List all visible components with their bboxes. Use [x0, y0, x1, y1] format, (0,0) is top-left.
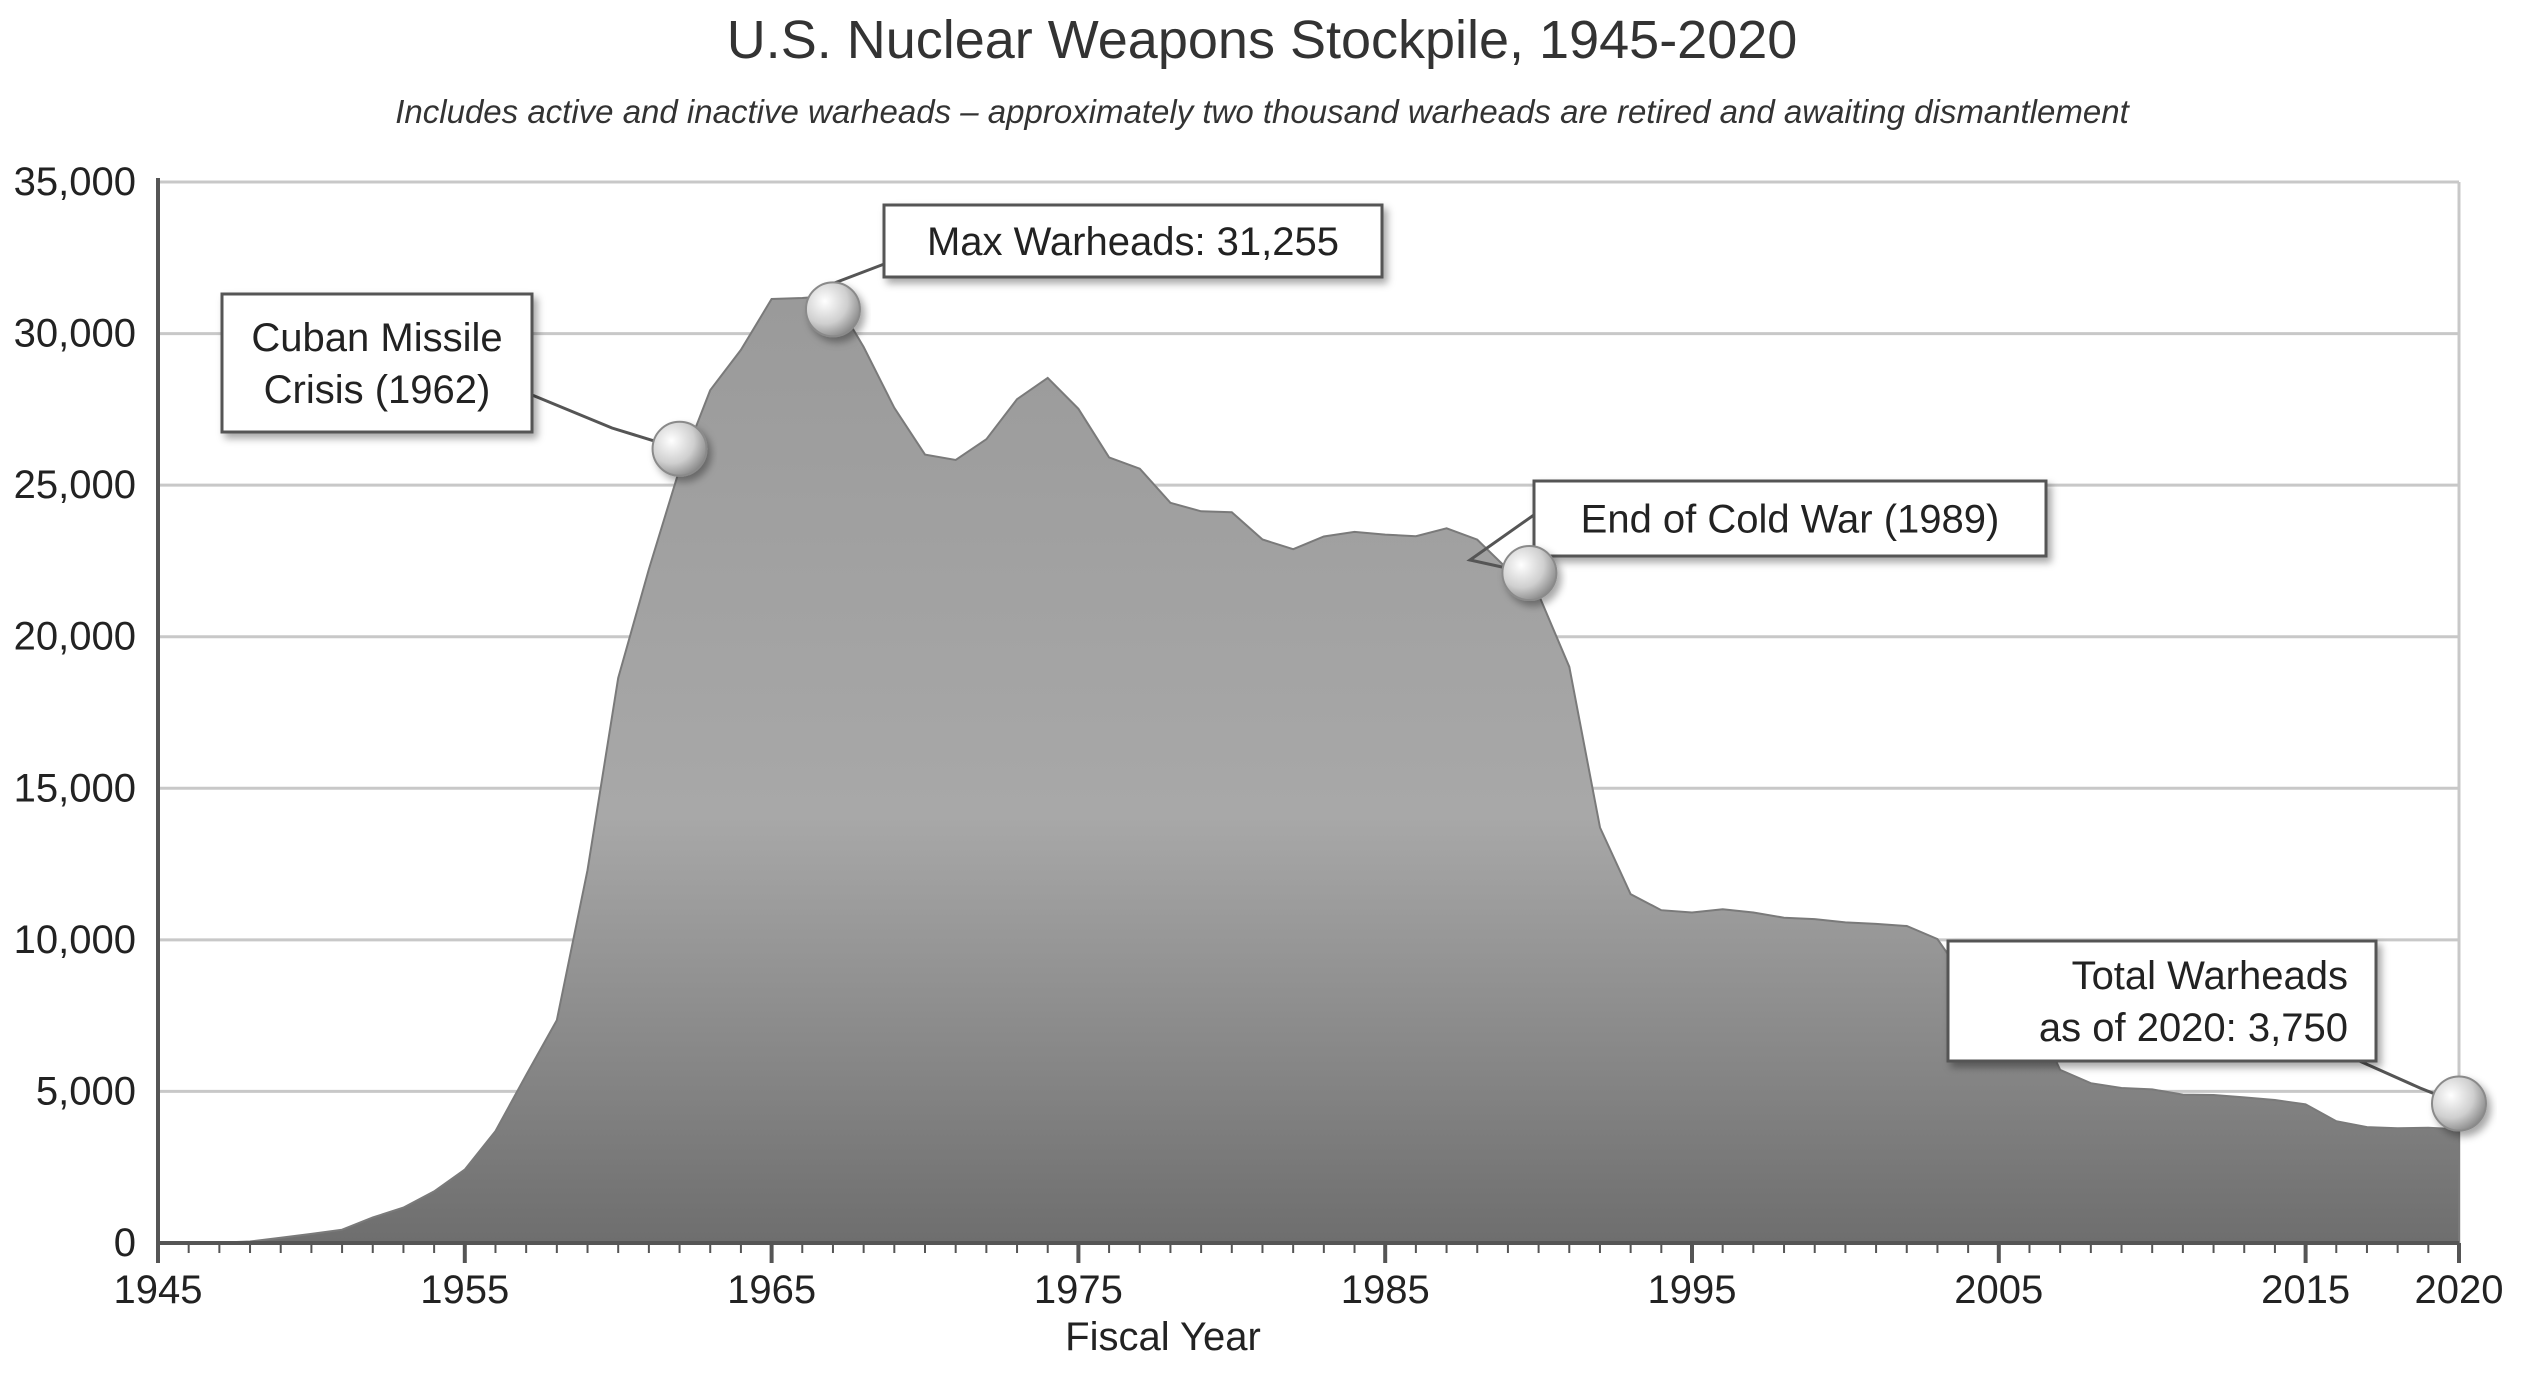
- callout-3: Total Warheads as of 2020: 3,750: [1946, 939, 2487, 1132]
- stockpile-area-series-0: [157, 294, 2460, 1244]
- callout-text-1-0: Max Warheads: 31,255: [927, 220, 1339, 264]
- chart-title: U.S. Nuclear Weapons Stockpile, 1945-202…: [727, 10, 1798, 70]
- callout-marker-0: [651, 420, 708, 477]
- y-tick-label-0: 0: [114, 1221, 136, 1265]
- axes: [156, 178, 2461, 1263]
- callout-text-3-0: Total Warheads: [2072, 954, 2348, 998]
- y-tick-label-5: 25,000: [14, 463, 136, 507]
- y-tick-label-2: 10,000: [14, 918, 136, 962]
- callout-box-3: [1946, 939, 2378, 1063]
- callout-box-2: [1532, 479, 2048, 558]
- y-tick-label-6: 30,000: [14, 312, 136, 356]
- plot-area: [157, 294, 2460, 1244]
- x-tick-label-7: 2015: [2261, 1268, 2350, 1312]
- x-tick-label-4: 1985: [1341, 1268, 1430, 1312]
- callout-box-1: [882, 203, 1384, 279]
- y-axis-ticks: 0 5,000 10,000 15,000 20,000 25,000 30,000 35,0…: [14, 160, 136, 1265]
- callout-2: End of Cold War (1989): [1466, 479, 2048, 602]
- callout-0: Cuban Missile Crisis (1962): [220, 292, 708, 477]
- callout-text-3-1: as of 2020: 3,750: [2039, 1006, 2348, 1050]
- x-axis-label: Fiscal Year: [1065, 1315, 1261, 1359]
- callout-text-0-0: Cuban Missile: [251, 316, 502, 360]
- x-tick-label-5: 1995: [1648, 1268, 1737, 1312]
- x-tick-label-8: 2020: [2415, 1268, 2504, 1312]
- y-tick-label-4: 20,000: [14, 615, 136, 659]
- callout-marker-3: [2431, 1075, 2487, 1132]
- callout-marker-1: [804, 281, 861, 338]
- y-tick-label-7: 35,000: [14, 160, 136, 204]
- x-tick-label-1: 1955: [420, 1268, 509, 1312]
- callout-box-0: [220, 292, 534, 434]
- y-tick-label-3: 15,000: [14, 766, 136, 810]
- x-tick-label-3: 1975: [1034, 1268, 1123, 1312]
- callout-text-0-1: Crisis (1962): [264, 368, 491, 412]
- y-tick-label-1: 5,000: [36, 1069, 136, 1113]
- callout-marker-2: [1501, 545, 1558, 602]
- x-tick-label-0: 1945: [114, 1268, 203, 1312]
- callout-text-2-0: End of Cold War (1989): [1581, 498, 2000, 542]
- callout-1: Max Warheads: 31,255: [804, 203, 1384, 338]
- chart-subtitle: Includes active and inactive warheads – …: [395, 93, 2130, 130]
- x-tick-label-2: 1965: [727, 1268, 816, 1312]
- x-axis-ticks: 1945 1955 1965 1975 1985 1995 2005 2015 2020: [114, 1268, 2504, 1312]
- annotations: Cuban Missile Crisis (1962) Max Warheads: …: [220, 203, 2487, 1132]
- x-tick-label-6: 2005: [1954, 1268, 2043, 1312]
